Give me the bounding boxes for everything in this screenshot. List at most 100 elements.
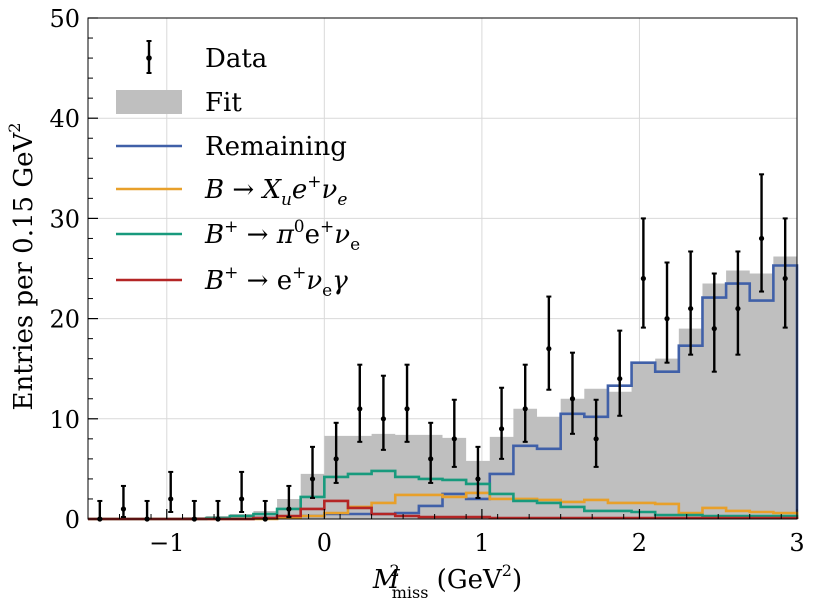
legend-label: Remaining (205, 132, 347, 162)
legend-label: B+ → π0e+νe (204, 217, 360, 255)
x-label-sup: 2 (390, 561, 400, 580)
data-marker (428, 456, 434, 462)
data-marker (522, 406, 528, 412)
legend-label-part: e (350, 235, 360, 255)
data-point (546, 295, 552, 391)
legend-label-part: ν (322, 175, 338, 205)
legend-item: Data (146, 40, 267, 74)
data-points (97, 173, 788, 522)
y-tick-label: 10 (49, 406, 80, 434)
data-marker (239, 496, 245, 502)
data-marker (640, 275, 646, 282)
legend-label-part: + (307, 172, 321, 192)
legend-label-part: B (204, 220, 224, 250)
data-marker (688, 305, 694, 312)
legend-label-part: + (224, 263, 238, 283)
data-marker (546, 346, 552, 352)
data-point (735, 250, 741, 356)
x-label-main: M (372, 565, 401, 595)
data-marker (286, 506, 292, 512)
data-marker (357, 406, 363, 412)
legend-label-part: e (322, 281, 332, 301)
y-tick-label: 50 (49, 5, 80, 33)
legend-item: B+ → π0e+νe (116, 217, 360, 255)
data-marker (758, 235, 765, 242)
data-point (593, 398, 599, 468)
data-point (380, 374, 387, 451)
data-marker (451, 436, 457, 442)
legend-label-part: γ (332, 266, 348, 296)
x-tick-label: −1 (149, 529, 184, 557)
y-label-main: Entries per 0.15 GeV (9, 132, 39, 411)
legend-label-part: e (337, 190, 347, 210)
data-marker (664, 316, 670, 322)
data-point (498, 386, 505, 460)
x-axis-label: M2 miss (GeV2) (372, 561, 522, 602)
y-tick-label: 20 (49, 306, 80, 334)
data-point (333, 421, 339, 484)
data-point (428, 421, 434, 484)
data-point (522, 363, 528, 443)
legend-label-part: + (320, 217, 334, 237)
legend-label-part: + (292, 263, 306, 283)
data-point (569, 351, 576, 435)
legend-label-part: π (276, 220, 295, 250)
legend-patch-icon (116, 90, 182, 114)
data-marker (735, 305, 741, 312)
data-point (286, 484, 292, 518)
data-marker (475, 476, 481, 482)
legend-label-part: B (204, 175, 224, 205)
legend-label-part: ν (306, 266, 322, 296)
data-point (688, 250, 694, 356)
x-label-unit-close: ) (512, 565, 522, 595)
data-point (239, 470, 245, 513)
data-point (617, 329, 623, 417)
fit-histogram (88, 256, 797, 519)
data-marker (569, 396, 576, 402)
x-label-unit: (GeV (428, 565, 503, 595)
data-point (782, 217, 788, 329)
legend-item: B → Xue+νe (116, 172, 347, 210)
data-marker (782, 275, 788, 282)
x-tick-label: 1 (474, 529, 489, 557)
x-tick-label: 0 (317, 529, 332, 557)
data-marker (617, 376, 623, 382)
legend-item: B+ → e+νeγ (116, 263, 348, 301)
legend-label-part: → (238, 266, 276, 296)
legend-label-part: e (277, 266, 292, 296)
data-point (451, 398, 457, 468)
data-point (758, 173, 765, 293)
y-tick-label: 40 (49, 105, 80, 133)
legend-label-part: B (204, 266, 224, 296)
y-label-sup: 2 (5, 123, 24, 133)
legend-label: Fit (205, 88, 242, 118)
data-point (640, 217, 646, 329)
data-point (309, 445, 316, 499)
legend-item: Remaining (116, 132, 347, 162)
data-point (120, 484, 127, 518)
legend-label-part: + (224, 217, 238, 237)
legend-label-part: ν (334, 220, 350, 250)
data-marker (168, 496, 174, 502)
y-axis-label: Entries per 0.15 GeV2 (5, 123, 39, 411)
y-tick-label: 0 (65, 506, 80, 534)
legend-label-part: → (238, 220, 276, 250)
legend-marker-icon (146, 55, 152, 61)
legend-label: Data (205, 44, 267, 74)
legend-label: B+ → e+νeγ (204, 263, 348, 301)
data-marker (380, 416, 387, 422)
data-point (357, 363, 363, 443)
data-point (711, 272, 717, 373)
data-point (404, 363, 410, 443)
x-tick-label: 3 (789, 529, 804, 557)
x-label-unit-sup: 2 (502, 561, 512, 580)
data-point (664, 261, 670, 364)
x-tick-label: 2 (632, 529, 647, 557)
data-marker (309, 476, 316, 482)
y-tick-label: 30 (49, 205, 80, 233)
plot-frame (87, 17, 798, 520)
data-marker (404, 406, 410, 412)
